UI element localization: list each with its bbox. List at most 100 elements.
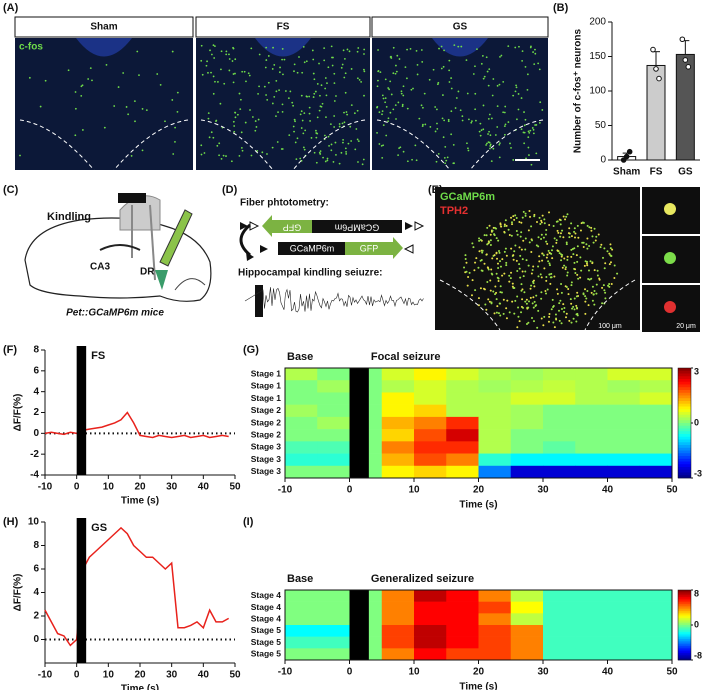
- cell: [295, 158, 298, 161]
- cell: [607, 590, 641, 602]
- colorbar-step: [678, 384, 691, 388]
- cell: [317, 368, 350, 381]
- cell: [381, 113, 383, 116]
- scale-label: 100 μm: [598, 323, 622, 330]
- cell: [130, 155, 133, 157]
- x-tick-label: 20: [473, 667, 485, 678]
- cell: [542, 324, 545, 327]
- cell: [510, 404, 544, 418]
- colorbar-step: [678, 616, 691, 619]
- cell: [89, 67, 92, 70]
- colorbar-step: [678, 605, 691, 608]
- point: [620, 157, 627, 163]
- x-tick-label: 50: [229, 482, 241, 493]
- y-tick-label: 0: [33, 428, 39, 439]
- cell: [560, 259, 563, 262]
- cell: [495, 298, 498, 301]
- colorbar-step: [678, 423, 691, 427]
- colorbar-step: [678, 590, 691, 593]
- cell: [587, 278, 590, 281]
- cell: [525, 298, 528, 301]
- cell: [502, 312, 505, 315]
- cell: [382, 124, 385, 127]
- cell: [575, 380, 608, 393]
- cell: [423, 92, 426, 95]
- cell: [293, 118, 296, 121]
- cell: [437, 152, 440, 155]
- cell: [480, 129, 483, 132]
- cell: [598, 278, 601, 281]
- cell: [285, 441, 318, 454]
- cell: [314, 90, 317, 93]
- cell: [540, 297, 543, 300]
- cell: [551, 257, 554, 260]
- cell: [532, 265, 535, 268]
- cell: [285, 429, 318, 442]
- cell: [171, 50, 174, 53]
- cell: [524, 300, 527, 303]
- cell: [207, 117, 210, 120]
- cell: [486, 281, 489, 284]
- x-tick-label: 40: [602, 485, 614, 496]
- colorbar-step: [678, 639, 691, 642]
- cell: [333, 115, 336, 117]
- cell: [510, 429, 544, 442]
- cell: [483, 75, 486, 78]
- cell: [548, 223, 551, 226]
- cell: [210, 53, 213, 56]
- cell: [446, 601, 479, 614]
- cell: [446, 613, 479, 626]
- cell: [563, 257, 566, 260]
- cell: [471, 242, 474, 245]
- cell: [273, 64, 276, 66]
- cell: [608, 252, 611, 255]
- cell: [281, 48, 284, 50]
- x-tick-label: 10: [103, 482, 115, 493]
- cell: [443, 157, 446, 159]
- cell: [538, 260, 541, 263]
- cell: [455, 97, 458, 99]
- cell: [414, 453, 447, 467]
- cell: [559, 223, 562, 226]
- cell: [580, 269, 583, 272]
- cell: [244, 121, 247, 124]
- cell: [503, 225, 506, 228]
- cell: [421, 61, 424, 63]
- cell: [548, 211, 551, 214]
- cell: [607, 453, 641, 467]
- bar: [675, 53, 695, 161]
- cell: [446, 648, 479, 661]
- cell: [582, 245, 585, 248]
- cell: [587, 269, 590, 272]
- cell: [486, 266, 489, 269]
- x-tick-label: 20: [473, 485, 485, 496]
- cell: [609, 247, 612, 250]
- cell: [257, 118, 260, 121]
- cell: [602, 256, 605, 259]
- cell: [613, 276, 616, 279]
- cell: [317, 465, 350, 479]
- cell: [616, 272, 619, 275]
- cell: [545, 275, 548, 278]
- cell: [434, 130, 437, 133]
- cell: [457, 90, 460, 93]
- cell: [490, 268, 493, 271]
- cell: [446, 404, 479, 418]
- cell: [520, 128, 523, 131]
- cell: [145, 109, 148, 112]
- cell: [538, 255, 541, 258]
- cell: [400, 92, 403, 95]
- cell: [563, 264, 566, 267]
- cell: [392, 72, 395, 75]
- cell: [414, 601, 447, 614]
- cell: [512, 215, 515, 218]
- cell: [247, 72, 250, 75]
- cell: [402, 94, 405, 97]
- cell: [156, 73, 159, 75]
- cell: [524, 118, 527, 121]
- cell: [141, 108, 144, 110]
- cell: [544, 290, 547, 293]
- cell: [312, 58, 315, 61]
- cell: [568, 236, 571, 239]
- micrograph: [372, 38, 548, 170]
